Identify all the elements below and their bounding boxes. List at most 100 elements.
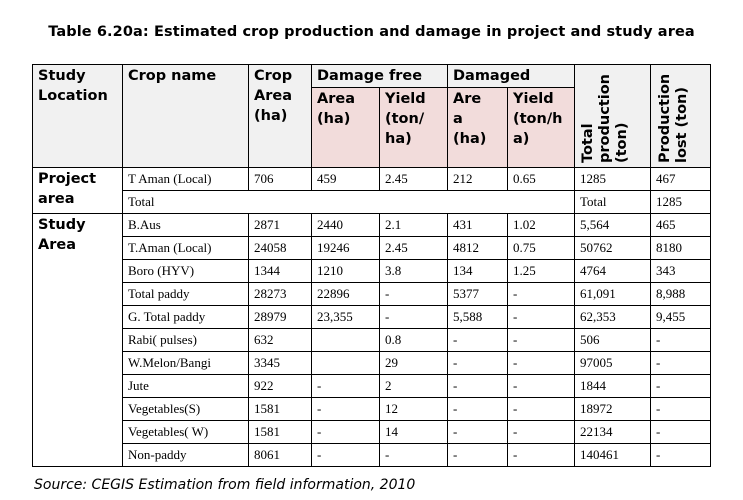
table-row: Non-paddy 8061 - - - - 140461 - [33, 443, 711, 467]
cell-area: 2871 [248, 213, 312, 237]
cell-crop: T Aman (Local) [122, 167, 249, 191]
table-row: Rabi( pulses) 632 0.8 - - 506 - [33, 328, 711, 352]
cell-df-area: 22896 [311, 282, 380, 306]
header-total-production: Total production (ton) [574, 64, 651, 168]
header-dm-area-line-1: Are [453, 91, 482, 107]
cell-lost: 343 [650, 259, 711, 283]
cell-crop: Jute [122, 374, 249, 398]
header-dm-area-line-2: a [453, 111, 463, 127]
cell-dm-area: 134 [447, 259, 508, 283]
cell-lost: - [650, 374, 711, 398]
cell-dm-area: - [447, 351, 508, 375]
cell-df-area: 19246 [311, 236, 380, 260]
table-row: T.Aman (Local) 24058 19246 2.45 4812 0.7… [33, 236, 711, 260]
header-dm-yield-line-1: Yield [513, 91, 554, 107]
cell-crop: Vegetables(S) [122, 397, 249, 421]
cell-dm-yield: - [507, 443, 575, 467]
cell-dm-area: 212 [447, 167, 508, 191]
cell-area: 28273 [248, 282, 312, 306]
header-production-lost: Production lost (ton) [650, 64, 711, 168]
cell-area: 922 [248, 374, 312, 398]
cell-total: 22134 [574, 420, 651, 444]
cell-df-area: 23,355 [311, 305, 380, 329]
cell-total: 1844 [574, 374, 651, 398]
cell-df-area: - [311, 397, 380, 421]
cell-crop: G. Total paddy [122, 305, 249, 329]
cell-lost: 8180 [650, 236, 711, 260]
table-body: Study Location Crop name Crop Area (ha) … [32, 64, 711, 467]
cell-df-yield: - [379, 305, 448, 329]
cell-lost: 465 [650, 213, 711, 237]
header-production-lost-line-1: Production [657, 73, 673, 163]
cell-lost: 8,988 [650, 282, 711, 306]
header-dm-yield: Yield (ton/h a) [507, 87, 575, 168]
cell-dm-yield: - [507, 282, 575, 306]
cell-area: 8061 [248, 443, 312, 467]
cell-df-area: - [311, 420, 380, 444]
table-row: W.Melon/Bangi 3345 29 - - 97005 - [33, 351, 711, 375]
cell-df-yield: 14 [379, 420, 448, 444]
header-dm-yield-line-3: a) [513, 131, 530, 147]
header-df-area-line-1: Area [317, 91, 355, 107]
cell-lost: - [650, 328, 711, 352]
project-location-label: Project area [32, 167, 123, 214]
cell-area: 1581 [248, 397, 312, 421]
cell-dm-area: 431 [447, 213, 508, 237]
cell-area: 1344 [248, 259, 312, 283]
cell-dm-yield: 1.02 [507, 213, 575, 237]
cell-crop: W.Melon/Bangi [122, 351, 249, 375]
table-row: Total paddy 28273 22896 - 5377 - 61,091 … [33, 282, 711, 306]
header-row-1: Study Location Crop name Crop Area (ha) … [32, 64, 711, 168]
cell-df-area: - [311, 374, 380, 398]
cell-crop: T.Aman (Local) [122, 236, 249, 260]
cell-lost: - [650, 397, 711, 421]
table-row: Vegetables(S) 1581 - 12 - - 18972 - [33, 397, 711, 421]
cell-df-yield: 2.45 [379, 167, 448, 191]
header-df-yield-line-1: Yield [385, 91, 426, 107]
cell-area: 706 [248, 167, 312, 191]
cell-crop: Boro (HYV) [122, 259, 249, 283]
table-row: Jute 922 - 2 - - 1844 - [33, 374, 711, 398]
cell-dm-yield: - [507, 351, 575, 375]
header-crop-area: Crop Area (ha) [248, 64, 312, 168]
header-production-lost-line-2: lost (ton) [674, 86, 690, 163]
cell-df-yield: 29 [379, 351, 448, 375]
header-damaged: Damaged [447, 64, 575, 88]
cell-crop: B.Aus [122, 213, 249, 237]
cell-total: 140461 [574, 443, 651, 467]
cell-dm-area: - [447, 328, 508, 352]
cell-df-yield: - [379, 282, 448, 306]
header-df-area: Area (ha) [311, 87, 380, 168]
cell-total: 97005 [574, 351, 651, 375]
cell-crop: Rabi( pulses) [122, 328, 249, 352]
cell-area: 632 [248, 328, 312, 352]
cell-df-area: 1210 [311, 259, 380, 283]
cell-total: 4764 [574, 259, 651, 283]
header-total-production-line-1: Total [580, 123, 596, 163]
table-row: Total Total 1285 [33, 190, 711, 214]
crop-production-table: Study Location Crop name Crop Area (ha) … [32, 64, 711, 467]
cell-dm-area: 5377 [447, 282, 508, 306]
header-crop-name: Crop name [122, 64, 249, 168]
cell-dm-yield: 0.75 [507, 236, 575, 260]
project-total-value: 1285 [650, 190, 711, 214]
cell-dm-yield: - [507, 305, 575, 329]
header-row-2: Area (ha) Yield (ton/ ha) Are a (ha) Yie… [33, 87, 711, 168]
cell-dm-yield: - [507, 397, 575, 421]
cell-dm-area: - [447, 443, 508, 467]
cell-df-yield: 2.45 [379, 236, 448, 260]
table-row: Vegetables( W) 1581 - 14 - - 22134 - [33, 420, 711, 444]
cell-df-yield: - [379, 443, 448, 467]
cell-total: 5,564 [574, 213, 651, 237]
cell-lost: 467 [650, 167, 711, 191]
cell-dm-yield: 0.65 [507, 167, 575, 191]
header-study-location: Study Location [32, 64, 123, 168]
header-df-yield-line-2: (ton/ [385, 111, 425, 127]
cell-df-area: 2440 [311, 213, 380, 237]
cell-df-yield: 2 [379, 374, 448, 398]
cell-lost: - [650, 351, 711, 375]
cell-dm-area: - [447, 397, 508, 421]
header-damage-free: Damage free [311, 64, 448, 88]
cell-df-yield: 3.8 [379, 259, 448, 283]
cell-dm-yield: - [507, 420, 575, 444]
